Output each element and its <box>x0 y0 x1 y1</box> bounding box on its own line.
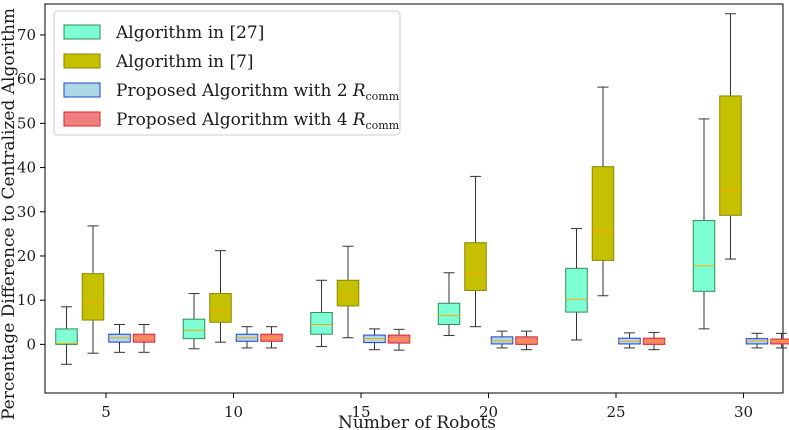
box-4-5 <box>132 323 156 353</box>
box-body <box>437 302 461 325</box>
legend-label-2: Algorithm in [7] <box>115 52 254 72</box>
box-2-20 <box>464 175 487 328</box>
box-1-20 <box>437 272 461 337</box>
box-body <box>310 312 333 335</box>
y-tick-label: 40 <box>17 159 36 177</box>
y-axis-label: Percentage Difference to Centralized Alg… <box>0 8 19 420</box>
box-body <box>770 338 789 345</box>
legend-label-1: Algorithm in [27] <box>115 23 264 43</box>
legend-label-math: R <box>352 110 366 130</box>
y-tick-label: 10 <box>17 291 36 309</box>
legend-label-subscript: comm <box>366 119 400 132</box>
box-1-30 <box>692 118 716 330</box>
legend-label-4: Proposed Algorithm with 4 Rcomm <box>116 110 400 132</box>
legend-frame <box>53 10 401 136</box>
box-1-25 <box>565 228 588 341</box>
box-3-5 <box>108 323 131 353</box>
box-1-15 <box>310 279 333 348</box>
box-body <box>692 220 716 292</box>
box-2-30 <box>719 13 742 260</box>
legend-label-math: R <box>352 81 366 101</box>
box-2-25 <box>591 86 615 297</box>
box-body <box>464 242 487 291</box>
legend-label-subscript: comm <box>366 90 400 103</box>
box-1-10 <box>182 293 206 350</box>
legend-label-text: Proposed Algorithm with 2 <box>116 81 348 101</box>
x-tick-label: 10 <box>224 403 243 421</box>
x-tick-label: 20 <box>479 403 498 421</box>
y-tick-label: 30 <box>17 203 36 221</box>
legend-swatch-4 <box>63 111 101 127</box>
y-tick-label: 20 <box>17 247 36 265</box>
box-body <box>182 318 206 340</box>
legend-swatch-2 <box>63 53 101 69</box>
x-tick-label: 30 <box>734 403 753 421</box>
legend-label-text: Algorithm in [7] <box>115 52 254 72</box>
x-tick-label: 25 <box>606 403 625 421</box>
x-tick-label: 5 <box>101 403 111 421</box>
legend-swatch-1 <box>63 24 101 40</box>
box-2-15 <box>336 245 360 339</box>
box-body <box>565 267 588 313</box>
x-axis-label: Number of Robots <box>338 413 496 430</box>
box-1-5 <box>55 306 78 365</box>
box-3-20 <box>490 330 514 349</box>
legend-label-text: Algorithm in [27] <box>115 23 264 43</box>
box-4-10 <box>260 326 283 349</box>
legend: Algorithm in [27] Algorithm in [7] Propose… <box>53 10 401 136</box>
box-4-20 <box>515 330 538 351</box>
box-2-5 <box>81 225 105 354</box>
legend-label-3: Proposed Algorithm with 2 Rcomm <box>116 81 400 103</box>
box-4-15 <box>387 328 411 351</box>
box-body <box>591 166 615 261</box>
y-tick-label: 60 <box>17 70 36 88</box>
box-3-10 <box>235 326 259 349</box>
box-3-30 <box>745 332 769 349</box>
box-body <box>55 328 78 345</box>
box-body <box>209 293 232 323</box>
box-2-10 <box>209 250 232 343</box>
legend-swatch-3 <box>63 82 101 98</box>
legend-label-text: Proposed Algorithm with 4 <box>116 110 348 130</box>
box-body <box>81 273 105 321</box>
box-body <box>719 95 742 216</box>
box-3-25 <box>618 332 641 349</box>
box-4-25 <box>642 331 666 351</box>
box-3-15 <box>363 328 386 351</box>
y-tick-label: 50 <box>17 114 36 132</box>
y-tick-label: 70 <box>17 26 36 44</box>
x-tick-label: 15 <box>351 403 370 421</box>
y-tick-label: 0 <box>26 335 36 353</box>
box-body <box>336 279 360 307</box>
